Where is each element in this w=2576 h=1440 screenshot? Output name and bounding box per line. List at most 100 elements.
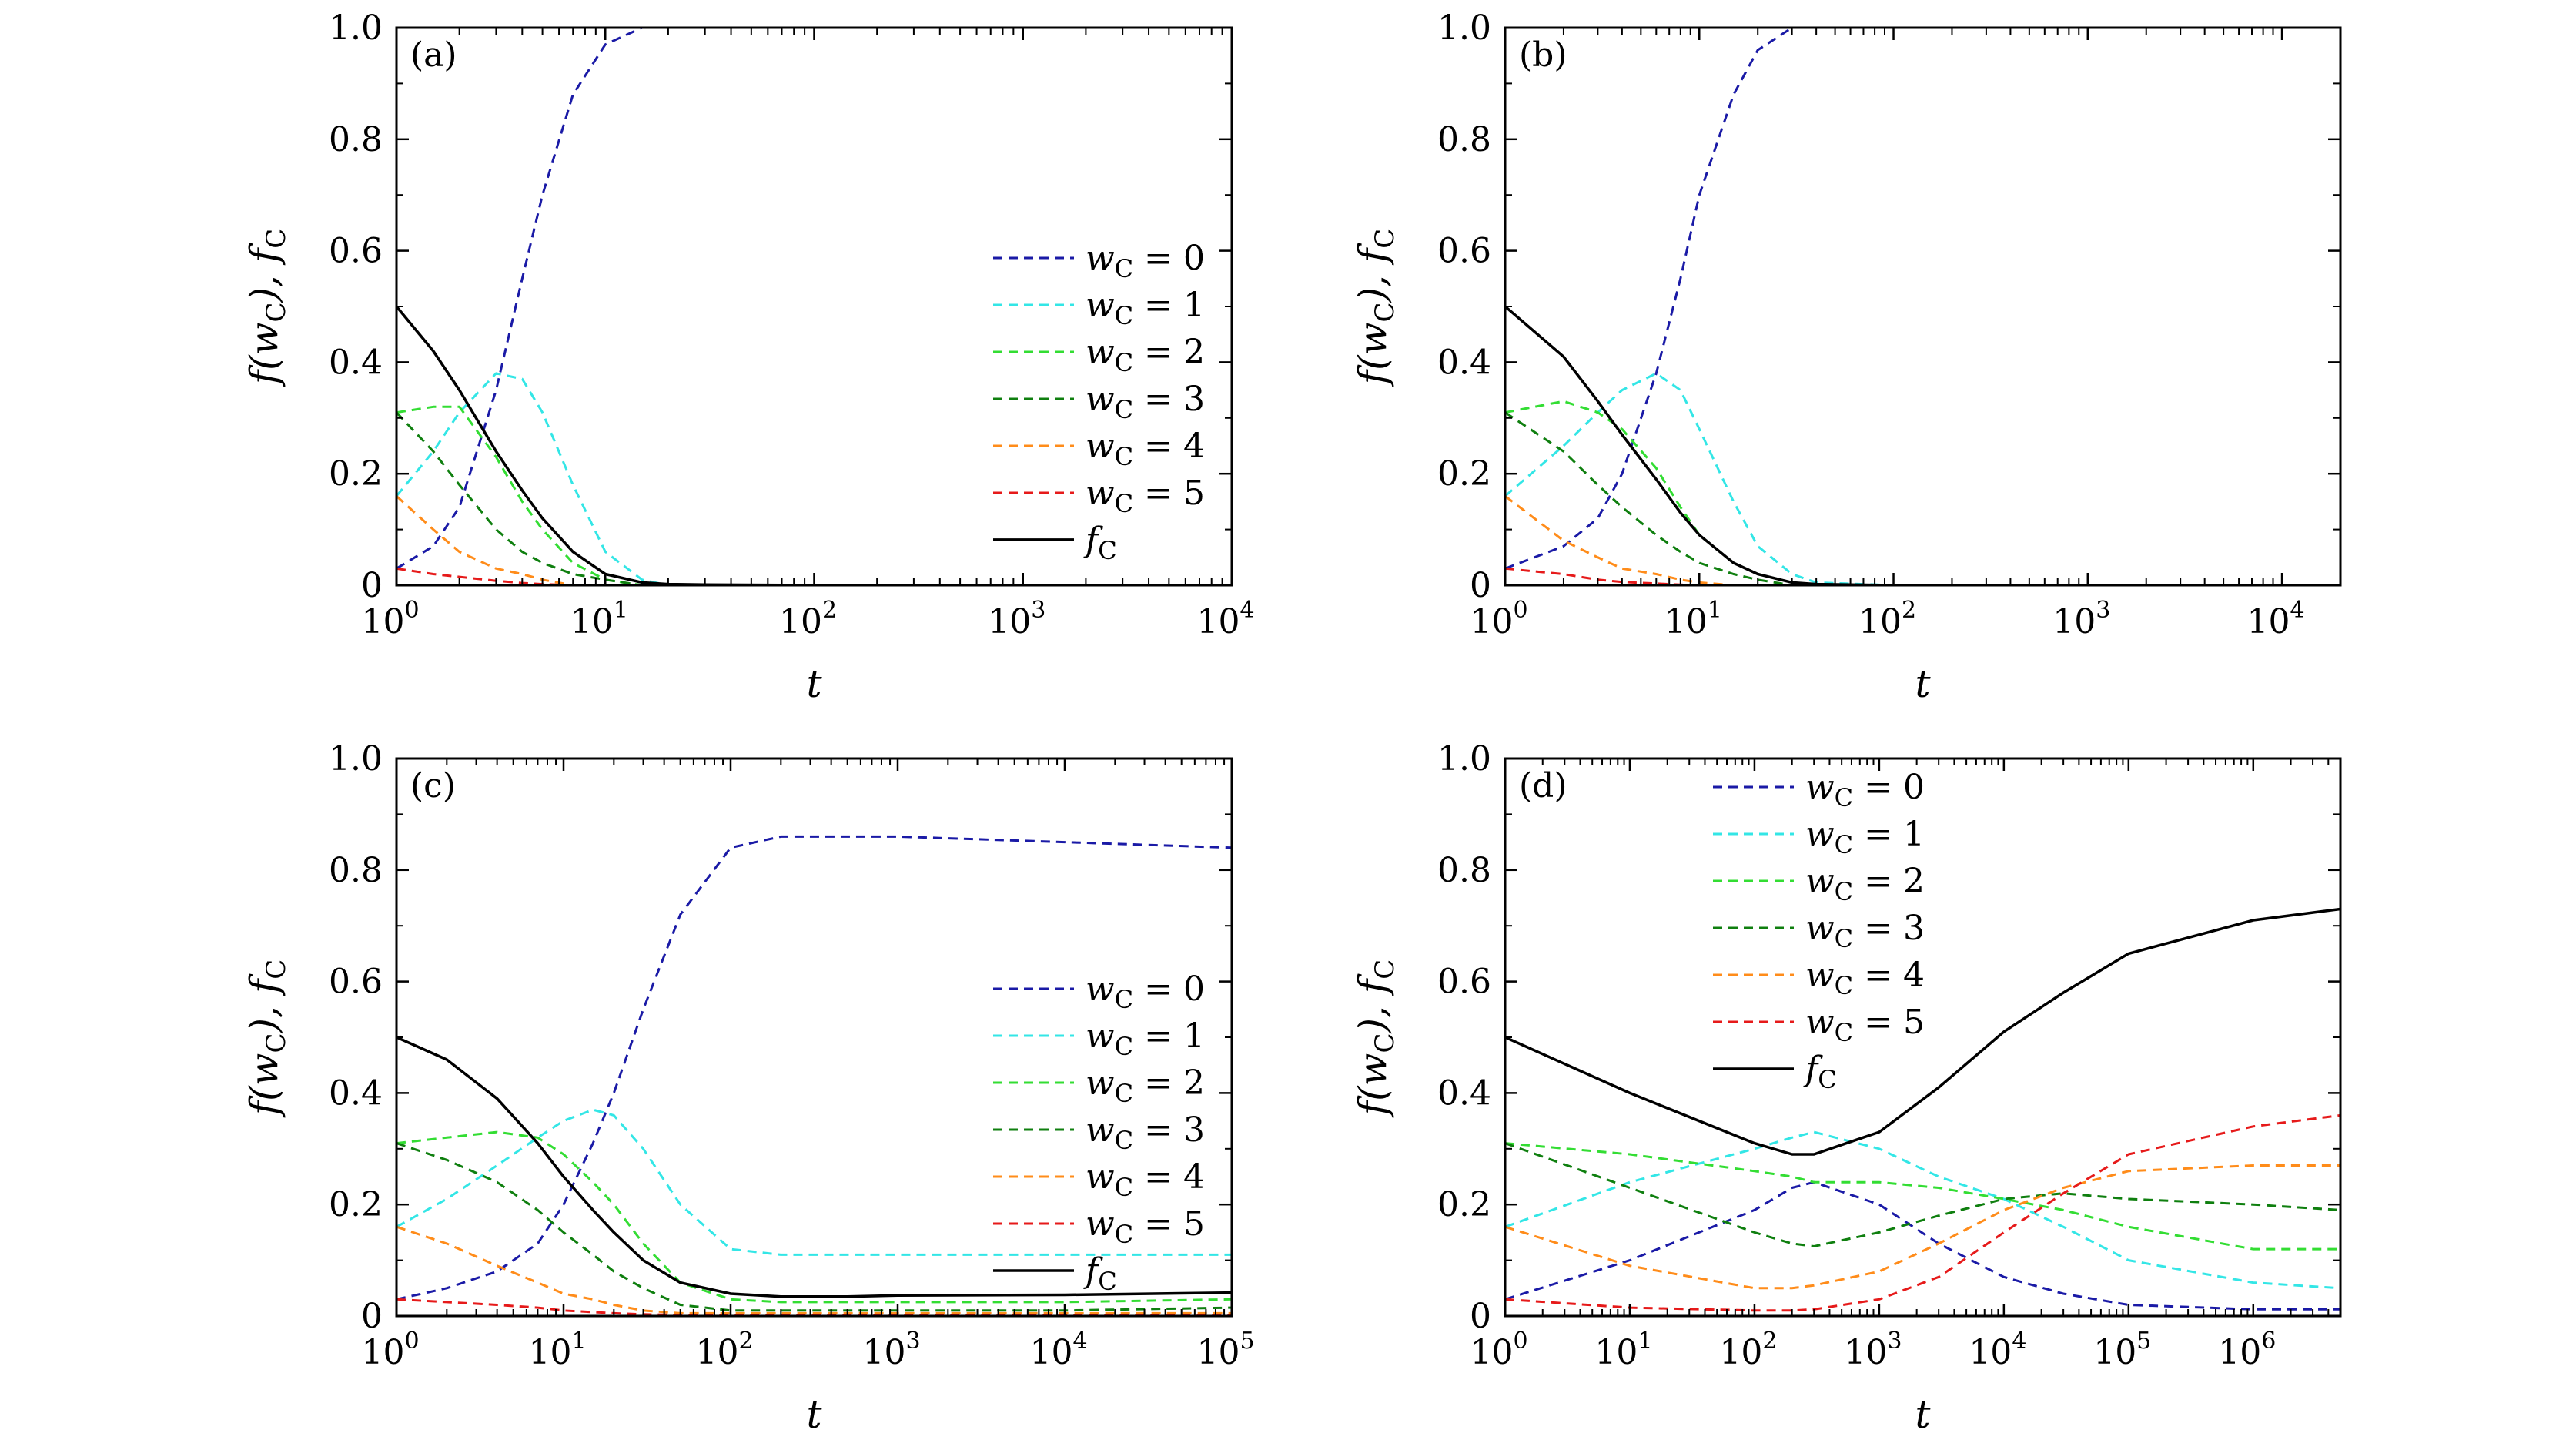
series-line-fC bbox=[1505, 305, 2340, 585]
legend-label: wC = 2 bbox=[1805, 862, 1925, 906]
y-tick-label: 0.2 bbox=[329, 454, 383, 494]
y-tick-label: 0.6 bbox=[1437, 963, 1491, 1002]
legend-label: wC = 4 bbox=[1086, 427, 1205, 471]
y-tick-label: 0.4 bbox=[1437, 1073, 1491, 1113]
y-axis-label: f(wC), fC bbox=[1350, 959, 1400, 1119]
legend-label: wC = 4 bbox=[1805, 956, 1925, 1000]
series-line-wC2 bbox=[1505, 400, 2340, 585]
x-tick-label: 100 bbox=[361, 1328, 419, 1372]
y-tick-label: 0.2 bbox=[329, 1185, 383, 1224]
legend-label: wC = 2 bbox=[1086, 333, 1205, 377]
legend-label: wC = 0 bbox=[1086, 969, 1205, 1014]
x-tick-label: 103 bbox=[1844, 1328, 1902, 1372]
y-tick-label: 0.8 bbox=[1437, 120, 1491, 159]
x-tick-label: 102 bbox=[1858, 597, 1916, 641]
y-tick-label: 0 bbox=[361, 1297, 383, 1336]
y-tick-label: 0.4 bbox=[1437, 343, 1491, 382]
y-axis-label: f(wC), fC bbox=[1350, 229, 1400, 388]
legend-label: wC = 0 bbox=[1805, 768, 1925, 812]
legend-label: wC = 4 bbox=[1086, 1157, 1205, 1202]
legend-label: wC = 0 bbox=[1086, 239, 1205, 283]
legend-label: wC = 3 bbox=[1805, 909, 1925, 953]
series-line-wC3 bbox=[1505, 1142, 2340, 1247]
x-axis-label: t bbox=[806, 1392, 822, 1437]
series-line-wC5 bbox=[396, 567, 1232, 585]
plot-frame bbox=[1504, 26, 2342, 587]
x-tick-label: 104 bbox=[2247, 597, 2305, 641]
x-tick-label: 101 bbox=[570, 597, 628, 641]
legend-label: wC = 2 bbox=[1086, 1063, 1205, 1108]
panel-label: (b) bbox=[1519, 35, 1567, 75]
legend-label: wC = 1 bbox=[1805, 815, 1925, 859]
x-axis-label: t bbox=[1915, 661, 1931, 706]
x-tick-label: 103 bbox=[988, 597, 1045, 641]
y-tick-label: 0.8 bbox=[329, 851, 383, 890]
x-tick-label: 100 bbox=[1470, 1328, 1527, 1372]
series-line-wC1 bbox=[1505, 1130, 2340, 1290]
y-tick-label: 0.6 bbox=[1437, 232, 1491, 271]
y-tick-label: 0.4 bbox=[329, 1073, 383, 1113]
y-axis-label: f(wC), fC bbox=[242, 959, 292, 1119]
y-tick-label: 0 bbox=[1470, 1297, 1491, 1336]
legend: wC = 0wC = 1wC = 2wC = 3wC = 4wC = 5fC bbox=[1713, 768, 1925, 1094]
panel-c: 0 0.2 0.4 0.6 0.8 1.0 100 101 102 103 104 105 (c) t f(… bbox=[242, 739, 1255, 1437]
legend-label: wC = 3 bbox=[1086, 1110, 1205, 1155]
legend-label: wC = 2 bbox=[1086, 333, 1205, 377]
legend-label: wC = 1 bbox=[1086, 1016, 1205, 1061]
x-tick-label: 100 bbox=[1470, 597, 1527, 641]
legend-label: wC = 4 bbox=[1086, 427, 1205, 471]
y-tick-label: 1.0 bbox=[329, 8, 383, 48]
y-tick-label: 1.0 bbox=[1437, 739, 1491, 779]
series-group bbox=[1505, 907, 2340, 1312]
x-tick-label: 105 bbox=[1196, 1328, 1254, 1372]
series-line-wC4 bbox=[1505, 495, 2340, 585]
x-tick-label: 100 bbox=[361, 597, 419, 641]
x-tick-label: 105 bbox=[2093, 1328, 2151, 1372]
series-line-wC0 bbox=[396, 28, 1232, 570]
series-line-wC0 bbox=[1505, 28, 2340, 570]
panel-a: 0 0.2 0.4 0.6 0.8 1.0 100 101 102 103 104 (a) t f(wC)… bbox=[242, 8, 1255, 706]
series-line-wC0 bbox=[1505, 1180, 2340, 1311]
x-tick-label: 104 bbox=[1029, 1328, 1087, 1372]
panel-label: (a) bbox=[410, 35, 457, 75]
y-tick-label: 0.2 bbox=[1437, 454, 1491, 494]
legend-label: fC bbox=[1083, 1251, 1117, 1296]
legend-label: fC bbox=[1803, 1050, 1837, 1094]
series-line-fC bbox=[396, 1036, 1232, 1298]
y-axis-label: f(wC), fC bbox=[242, 229, 292, 388]
panel-b: 0 0.2 0.4 0.6 0.8 1.0 100 101 102 103 104 (b) t f(wC)… bbox=[993, 8, 2342, 706]
x-tick-label: 103 bbox=[2052, 597, 2110, 641]
series-line-wC3 bbox=[1505, 411, 2340, 585]
panel-label: (d) bbox=[1519, 766, 1567, 805]
legend-label: wC = 3 bbox=[1086, 380, 1205, 424]
legend-label: wC = 5 bbox=[1805, 1003, 1925, 1047]
x-axis-label: t bbox=[1915, 1392, 1931, 1437]
legend-label: wC = 1 bbox=[1086, 286, 1205, 330]
y-tick-label: 0.2 bbox=[1437, 1185, 1491, 1224]
series-line-wC4 bbox=[1505, 1164, 2340, 1290]
legend-label: wC = 0 bbox=[1086, 239, 1205, 283]
x-tick-label: 103 bbox=[862, 1328, 920, 1372]
legend-label: wC = 5 bbox=[1086, 1204, 1205, 1249]
series-group bbox=[1505, 28, 2340, 585]
x-tick-label: 102 bbox=[779, 597, 837, 641]
x-tick-label: 102 bbox=[695, 1328, 753, 1372]
legend: wC = 0wC = 1wC = 2wC = 3wC = 4wC = 5fC bbox=[993, 239, 1205, 565]
legend-label: fC bbox=[1083, 521, 1117, 565]
y-tick-label: 0 bbox=[361, 566, 383, 605]
y-tick-label: 1.0 bbox=[1437, 8, 1491, 48]
series-line-fC bbox=[1505, 907, 2340, 1156]
series-line-wC1 bbox=[1505, 372, 2340, 585]
series-line-wC2 bbox=[396, 1130, 1232, 1304]
y-tick-label: 0.8 bbox=[329, 120, 383, 159]
legend-label: wC = 3 bbox=[1086, 380, 1205, 424]
x-tick-label: 104 bbox=[1969, 1328, 2026, 1372]
x-tick-label: 106 bbox=[2218, 1328, 2276, 1372]
y-tick-label: 0.4 bbox=[329, 343, 383, 382]
x-tick-label: 101 bbox=[1664, 597, 1722, 641]
series-line-wC1 bbox=[396, 1108, 1232, 1256]
y-tick-label: 0.6 bbox=[329, 232, 383, 271]
y-tick-label: 0.8 bbox=[1437, 851, 1491, 890]
panel-label: (c) bbox=[410, 766, 456, 805]
